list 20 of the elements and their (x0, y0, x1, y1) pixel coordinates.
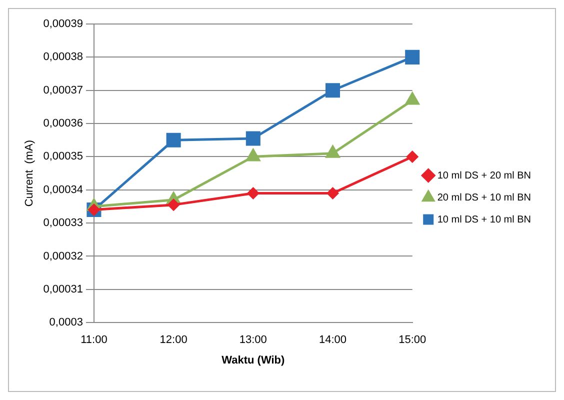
y-tick-label: 0,00033 (43, 217, 83, 230)
y-tick-label: 0,00036 (43, 118, 83, 130)
y-tick-label: 0,00034 (43, 184, 83, 196)
legend-label: 10 ml DS + 10 ml BN (437, 214, 532, 226)
x-axis-title: Waktu (Wib) (222, 354, 286, 366)
legend-label: 20 ml DS + 10 ml BN (437, 192, 532, 204)
y-tick-label: 0,0003 (49, 316, 83, 329)
y-tick-label: 0,00038 (43, 51, 83, 64)
x-tick-label: 15:00 (398, 334, 426, 346)
y-axis-title: Current (mA) (24, 140, 36, 207)
y-tick-label: 0,00032 (43, 250, 83, 262)
y-tick-label: 0,00037 (43, 84, 83, 96)
legend-label: 10 ml DS + 20 ml BN (437, 170, 532, 182)
y-tick-label: 0,00035 (43, 150, 83, 163)
x-tick-label: 11:00 (80, 334, 108, 346)
x-tick-label: 14:00 (318, 334, 347, 346)
x-tick-label: 12:00 (160, 334, 188, 346)
y-tick-label: 0,00039 (43, 18, 83, 30)
x-tick-label: 13:00 (239, 334, 267, 346)
y-tick-label: 0,00031 (43, 283, 83, 296)
